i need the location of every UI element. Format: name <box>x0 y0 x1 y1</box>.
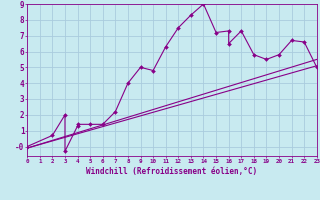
X-axis label: Windchill (Refroidissement éolien,°C): Windchill (Refroidissement éolien,°C) <box>86 167 258 176</box>
